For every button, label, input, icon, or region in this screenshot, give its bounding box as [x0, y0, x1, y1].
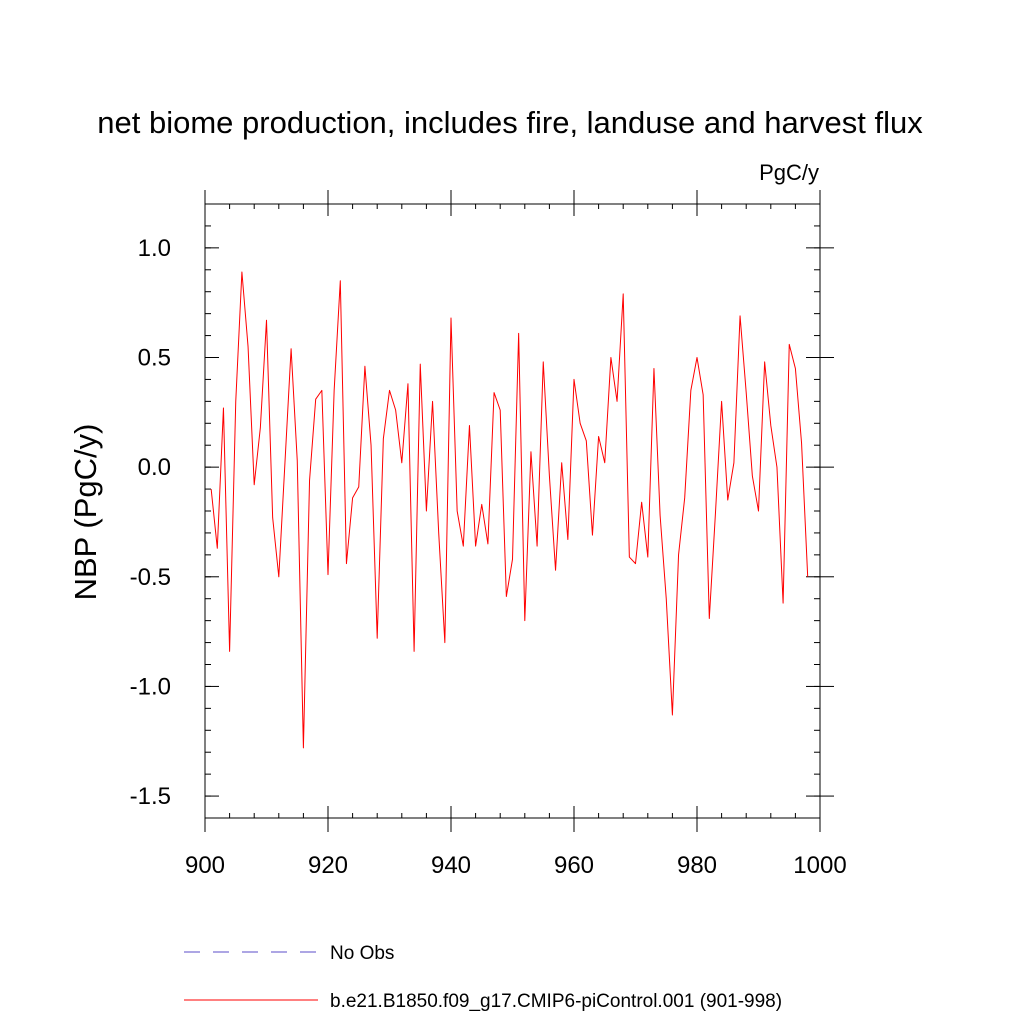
- plot-frame: [204, 203, 821, 819]
- x-tick-label: 920: [308, 852, 348, 879]
- y-axis-label: NBP (PgC/y): [68, 424, 103, 601]
- y-tick-label: -0.5: [130, 564, 171, 591]
- y-tick-label: -1.0: [130, 673, 171, 700]
- series-line-piControl: [210, 271, 809, 749]
- x-tick-label: 960: [554, 852, 594, 879]
- y-tick-label: -1.5: [130, 783, 171, 810]
- x-tick-label: 1000: [793, 852, 846, 879]
- x-tick-label: 980: [677, 852, 717, 879]
- units-label: PgC/y: [759, 160, 819, 185]
- legend: No Obs b.e21.B1850.f09_g17.CMIP6-piContro…: [184, 943, 782, 1012]
- y-axis-ticks: -1.5 -1.0 -0.5 0.0 0.5 1.0: [130, 235, 834, 810]
- legend-label: b.e21.B1850.f09_g17.CMIP6-piControl.001 …: [330, 991, 782, 1012]
- y-tick-label: 0.5: [138, 345, 171, 372]
- x-axis-ticks: 900 920 940 960 980 1000: [185, 190, 847, 879]
- x-tick-label: 900: [185, 852, 225, 879]
- series-layer: [210, 271, 809, 749]
- minor-ticks: [204, 203, 821, 819]
- plot-border: [204, 203, 821, 819]
- y-tick-label: 1.0: [138, 235, 171, 262]
- legend-label: No Obs: [330, 943, 394, 964]
- chart-title: net biome production, includes fire, lan…: [97, 105, 923, 140]
- y-tick-label: 0.0: [138, 454, 171, 481]
- x-tick-label: 940: [431, 852, 471, 879]
